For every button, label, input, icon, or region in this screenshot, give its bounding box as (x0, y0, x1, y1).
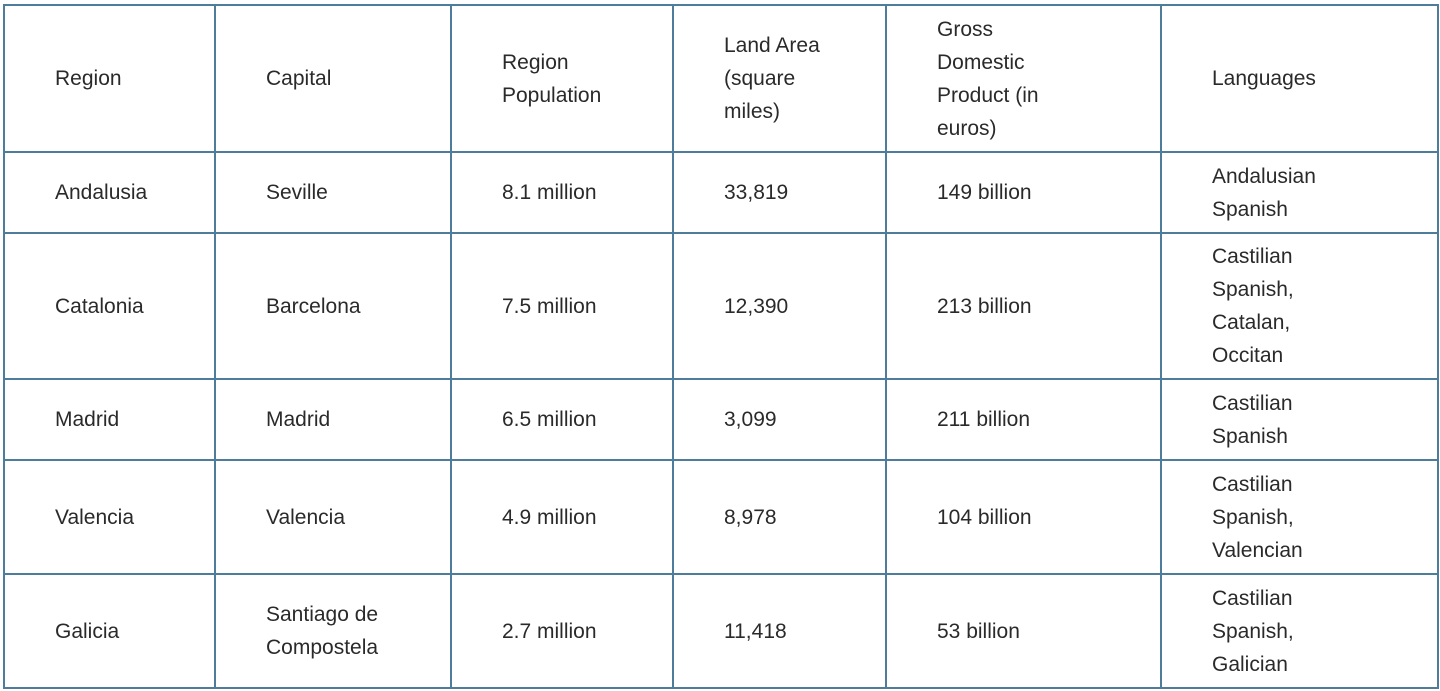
data-row: Catalonia Barcelona 7.5 million 12,390 213 b… (3, 232, 1439, 380)
cell: 12,390 (672, 232, 887, 380)
cell-text: Valencia (55, 505, 134, 529)
cell: Valencia (214, 459, 452, 575)
cell-text: 7.5 million (502, 294, 597, 318)
cell-text: Languages (1212, 67, 1316, 90)
cell: Valencia (3, 459, 216, 575)
header-cell: Gross Domestic Product (in euros) (885, 4, 1162, 153)
cell: 213 billion (885, 232, 1162, 380)
cell: 33,819 (672, 151, 887, 234)
cell: 53 billion (885, 573, 1162, 689)
cell: Santiago de Compostela (214, 573, 452, 689)
cell-text: Barcelona (266, 294, 361, 318)
cell: Castilian Spanish, Catalan, Occitan (1160, 232, 1439, 380)
cell: 8.1 million (450, 151, 674, 234)
cell-text: Santiago de Compostela (266, 603, 379, 659)
cell-text: Gross Domestic Product (in euros) (937, 17, 1039, 140)
cell: Madrid (3, 378, 216, 461)
cell: 2.7 million (450, 573, 674, 689)
cell-text: 211 billion (937, 408, 1031, 431)
header-cell: Land Area (square miles) (672, 4, 887, 153)
cell-text: 149 billion (937, 181, 1032, 204)
cell-text: Andalusia (55, 181, 148, 204)
cell-text: 12,390 (724, 294, 789, 318)
cell-text: Region (55, 67, 122, 90)
cell-text: 8.1 million (502, 181, 597, 204)
header-row: Region Capital Region Population Land Area … (3, 4, 1439, 153)
cell-text: Seville (266, 181, 328, 204)
header-cell: Languages (1160, 4, 1439, 153)
cell: 104 billion (885, 459, 1162, 575)
cell-text: Valencia (266, 505, 345, 529)
cell: 3,099 (672, 378, 887, 461)
cell-text: 104 billion (937, 505, 1032, 529)
cell: Galicia (3, 573, 216, 689)
cell-text: Madrid (266, 408, 331, 431)
cell: 11,418 (672, 573, 887, 689)
cell: Madrid (214, 378, 452, 461)
cell-text: 6.5 million (502, 408, 597, 431)
cell-text: Castilian Spanish, Catalan, Occitan (1212, 245, 1294, 367)
cell-text: Andalusian Spanish (1212, 164, 1316, 221)
cell-text: Madrid (55, 408, 120, 431)
cell-text: 53 billion (937, 619, 1020, 643)
cell-text: 8,978 (724, 505, 777, 529)
cell: 8,978 (672, 459, 887, 575)
cell-text: 2.7 million (502, 619, 597, 643)
cell-text: 11,418 (724, 619, 787, 643)
header-cell: Region (3, 4, 216, 153)
cell: 149 billion (885, 151, 1162, 234)
data-row: Galicia Santiago de Compostela 2.7 million… (3, 573, 1439, 689)
cell-text: Galicia (55, 619, 120, 643)
cell-text: Region Population (502, 50, 602, 107)
cell: Catalonia (3, 232, 216, 380)
cell-text: Castilian Spanish, Galician (1212, 586, 1294, 676)
data-row: Andalusia Seville 8.1 million 33,819 149 bil… (3, 151, 1439, 234)
header-cell: Region Population (450, 4, 674, 153)
cell: Castilian Spanish, Valencian (1160, 459, 1439, 575)
cell: 6.5 million (450, 378, 674, 461)
cell: Castilian Spanish, Galician (1160, 573, 1439, 689)
data-row: Valencia Valencia 4.9 million 8,978 104 bill… (3, 459, 1439, 575)
cell: Castilian Spanish (1160, 378, 1439, 461)
cell-text: Catalonia (55, 294, 144, 318)
cell: Andalusia (3, 151, 216, 234)
data-row: Madrid Madrid 6.5 million 3,099 211 billion C… (3, 378, 1439, 461)
cell: Andalusian Spanish (1160, 151, 1439, 234)
cell-text: Land Area (square miles) (724, 34, 820, 123)
cell: Barcelona (214, 232, 452, 380)
cell: 211 billion (885, 378, 1162, 461)
cell-text: Castilian Spanish, Valencian (1212, 472, 1303, 562)
regions-table: Region Capital Region Population Land Area … (3, 4, 1439, 689)
cell: Seville (214, 151, 452, 234)
cell: 4.9 million (450, 459, 674, 575)
cell-text: Castilian Spanish (1212, 391, 1293, 448)
cell-text: 4.9 million (502, 505, 597, 529)
cell: 7.5 million (450, 232, 674, 380)
cell-text: 33,819 (724, 181, 789, 204)
cell-text: 213 billion (937, 294, 1032, 318)
header-cell: Capital (214, 4, 452, 153)
cell-text: Capital (266, 67, 332, 90)
cell-text: 3,099 (724, 408, 777, 431)
